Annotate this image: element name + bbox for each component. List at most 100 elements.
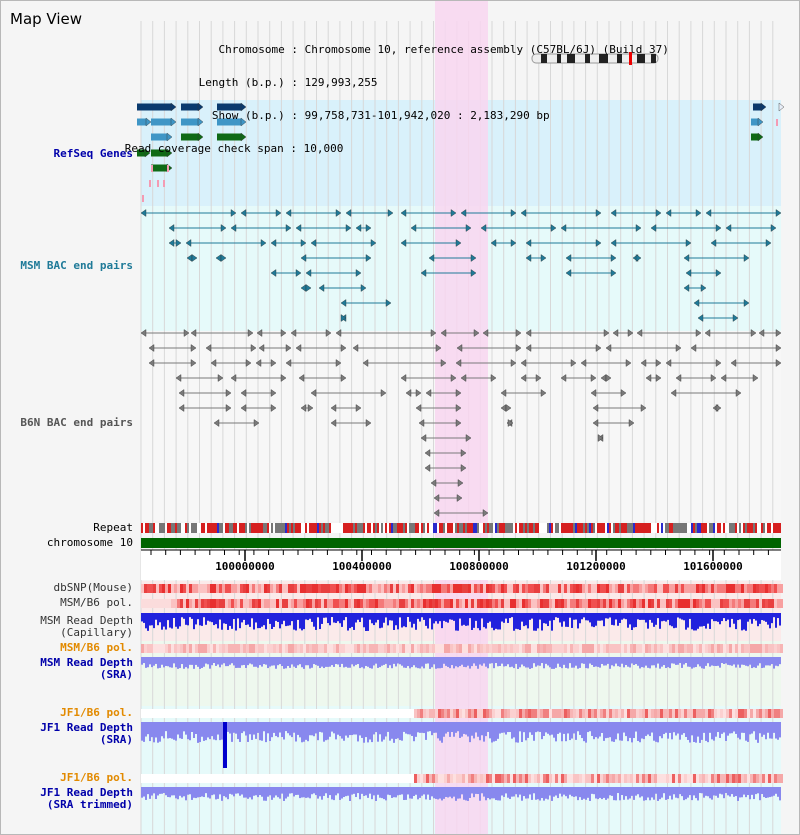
- depth-bar: [745, 613, 747, 631]
- depth-bar: [471, 722, 473, 736]
- repeat-segment: [703, 523, 705, 533]
- feature-arrow: [424, 464, 431, 472]
- feature-arrow: [520, 359, 527, 367]
- heat-cell: [366, 599, 369, 608]
- depth-bar: [461, 613, 463, 626]
- depth-bar: [675, 722, 677, 736]
- repeat-segment: [213, 523, 215, 533]
- track-label-msm-pol-1[interactable]: MSM/B6 pol.: [60, 596, 133, 609]
- feature-arrow: [148, 359, 155, 367]
- track-label-jf1-pol-1[interactable]: JF1/B6 pol.: [60, 706, 133, 719]
- track-label-msm-bac[interactable]: MSM BAC end pairs: [20, 259, 133, 272]
- depth-bar: [673, 722, 675, 733]
- heat-cell: [366, 709, 369, 718]
- depth-bar: [659, 722, 661, 737]
- depth-bar: [459, 657, 461, 667]
- feature-arrow: [460, 449, 467, 457]
- repeat-segment: [351, 523, 353, 533]
- track-label-refseq-genes[interactable]: RefSeq Genes: [53, 147, 133, 160]
- track-label-b6n-bac[interactable]: B6N BAC end pairs: [20, 416, 133, 429]
- depth-bar: [337, 787, 339, 794]
- track-label-dbsnp[interactable]: dbSNP(Mouse): [53, 581, 133, 594]
- feature-arrow: [220, 254, 227, 262]
- depth-bar: [727, 613, 729, 620]
- depth-bar: [509, 787, 511, 799]
- depth-bar: [303, 787, 305, 798]
- repeat-segment: [159, 523, 161, 533]
- depth-bar: [181, 722, 183, 739]
- gene-block: [217, 133, 241, 141]
- heat-cell: [729, 644, 732, 653]
- track-label-msm-pol-2[interactable]: MSM/B6 pol.: [60, 641, 133, 654]
- depth-bar: [337, 722, 339, 735]
- depth-bar: [219, 613, 221, 620]
- repeat-segment: [557, 523, 559, 533]
- depth-bar: [681, 722, 683, 735]
- depth-bar: [203, 722, 205, 741]
- heat-cell: [621, 709, 624, 718]
- feature-arrow: [280, 374, 287, 382]
- depth-bar: [341, 657, 343, 664]
- heat-cell: [759, 644, 762, 653]
- depth-bar: [141, 787, 143, 798]
- feature-arrow: [310, 389, 317, 397]
- depth-bar: [585, 613, 587, 621]
- track-label-repeat[interactable]: Repeat: [93, 521, 133, 534]
- depth-bar: [667, 787, 669, 800]
- heat-cell: [453, 709, 456, 718]
- track-label-jf1-depth[interactable]: JF1 Read Depth: [40, 721, 133, 734]
- depth-bar: [205, 657, 207, 664]
- heat-cell: [621, 584, 624, 593]
- repeat-segment: [301, 523, 303, 533]
- heat-cell: [270, 599, 273, 608]
- depth-bar: [423, 613, 425, 620]
- track-label-jf1-pol-2[interactable]: JF1/B6 pol.: [60, 771, 133, 784]
- heat-cell: [240, 584, 243, 593]
- track-label-msm-depth-capillary[interactable]: MSM Read Depth: [40, 614, 133, 627]
- depth-bar: [583, 613, 585, 618]
- depth-bar: [213, 613, 215, 626]
- heat-cell: [177, 599, 180, 608]
- depth-bar: [725, 787, 727, 794]
- depth-bar: [163, 657, 165, 668]
- feature-arrow: [285, 209, 292, 217]
- heat-cell: [723, 709, 726, 718]
- depth-bar: [187, 787, 189, 795]
- heat-cell: [162, 709, 165, 718]
- depth-bar: [759, 722, 761, 734]
- heat-cell: [141, 709, 144, 718]
- track-label-chromosome[interactable]: chromosome 10: [46, 536, 133, 549]
- depth-bar: [773, 722, 775, 733]
- repeat-segment: [171, 523, 173, 533]
- depth-bar: [419, 613, 421, 622]
- heat-cell: [510, 709, 513, 718]
- heat-cell: [501, 709, 504, 718]
- depth-bar: [353, 613, 355, 630]
- track-label-jf1-trimmed[interactable]: JF1 Read Depth: [40, 786, 133, 799]
- heat-cell: [684, 584, 687, 593]
- track-label-msm-depth-sra[interactable]: MSM Read Depth: [40, 656, 133, 669]
- depth-bar: [205, 613, 207, 625]
- heat-cell: [417, 644, 420, 653]
- depth-bar: [273, 787, 275, 798]
- depth-bar: [145, 787, 147, 800]
- depth-bar: [609, 613, 611, 618]
- heat-cell: [615, 584, 618, 593]
- feature-arrow: [340, 374, 347, 382]
- depth-bar: [285, 722, 287, 732]
- heat-cell: [324, 584, 327, 593]
- repeat-segment: [713, 523, 715, 533]
- depth-bar: [623, 787, 625, 800]
- heat-cell: [174, 709, 177, 718]
- heat-cell: [363, 599, 366, 608]
- repeat-segment: [485, 523, 487, 533]
- heat-cell: [195, 644, 198, 653]
- depth-bar: [707, 657, 709, 664]
- repeat-segment: [143, 523, 145, 533]
- heat-cell: [480, 599, 483, 608]
- heat-cell: [177, 709, 180, 718]
- heat-cell: [774, 644, 777, 653]
- heat-cell: [648, 584, 651, 593]
- heat-cell: [474, 774, 477, 783]
